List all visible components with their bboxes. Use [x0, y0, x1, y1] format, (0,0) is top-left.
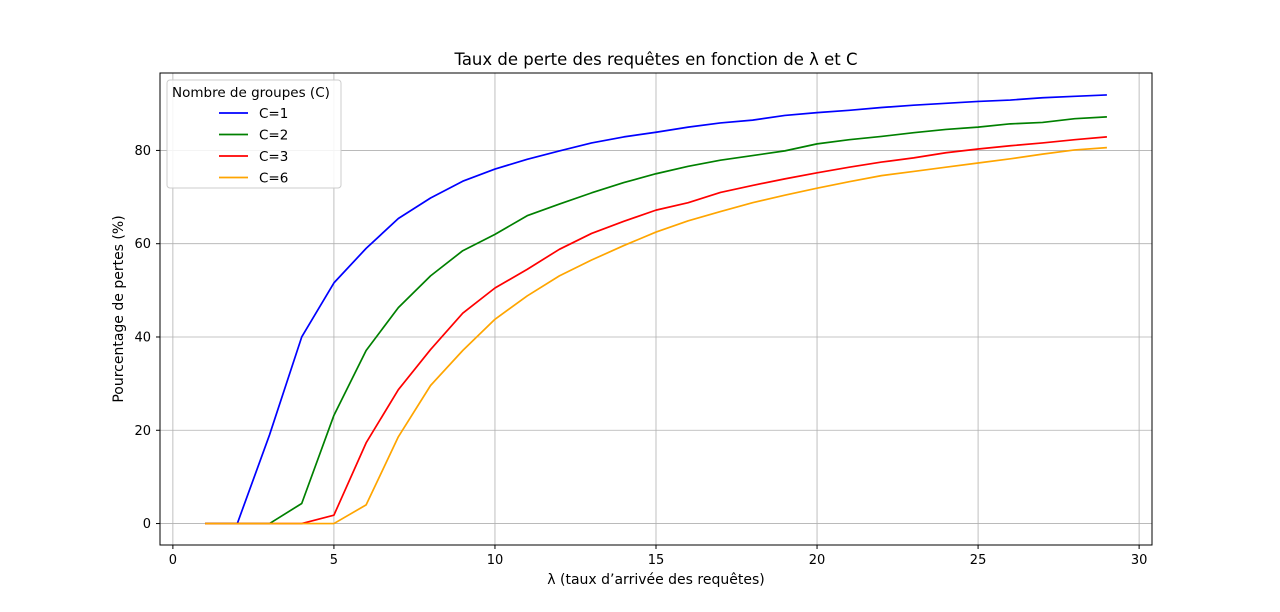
- y-tick-label: 0: [143, 517, 151, 532]
- legend-title: Nombre de groupes (C): [172, 85, 330, 101]
- legend-label-C=2: C=2: [259, 128, 288, 144]
- y-tick-label: 80: [134, 144, 151, 159]
- legend-box: [166, 79, 342, 189]
- legend-label-C=6: C=6: [259, 171, 288, 187]
- x-tick-label: 5: [330, 553, 338, 568]
- legend: Nombre de groupes (C) C=1 C=2 C=3 C=6: [166, 79, 342, 189]
- x-tick-label: 10: [487, 553, 504, 568]
- legend-label-C=3: C=3: [259, 149, 288, 165]
- legend-items: C=1 C=2 C=3 C=6: [219, 106, 288, 187]
- x-tick-label: 0: [169, 553, 177, 568]
- x-tick-label: 15: [648, 553, 665, 568]
- x-tick-label: 30: [1131, 553, 1148, 568]
- x-tick-label: 25: [970, 553, 987, 568]
- series-line-C=1: [205, 94, 1107, 525]
- y-axis: 0 20 40 60 80: [134, 144, 160, 532]
- series-group: [205, 94, 1107, 525]
- series-line-C=2: [205, 115, 1107, 525]
- legend-label-C=1: C=1: [259, 106, 288, 122]
- x-axis-label: λ (taux d’arrivée des requêtes): [547, 572, 764, 588]
- y-tick-label: 20: [134, 424, 151, 439]
- series-line-C=6: [205, 146, 1107, 525]
- x-axis: 0 5 10 15 20 25 30: [169, 545, 1148, 568]
- x-tick-label: 20: [809, 553, 826, 568]
- y-tick-label: 40: [134, 330, 151, 345]
- y-tick-label: 60: [134, 237, 151, 252]
- series-line-C=3: [205, 136, 1107, 525]
- chart-title: Taux de perte des requêtes en fonction d…: [453, 50, 857, 69]
- y-axis-label: Pourcentage de pertes (%): [111, 215, 127, 402]
